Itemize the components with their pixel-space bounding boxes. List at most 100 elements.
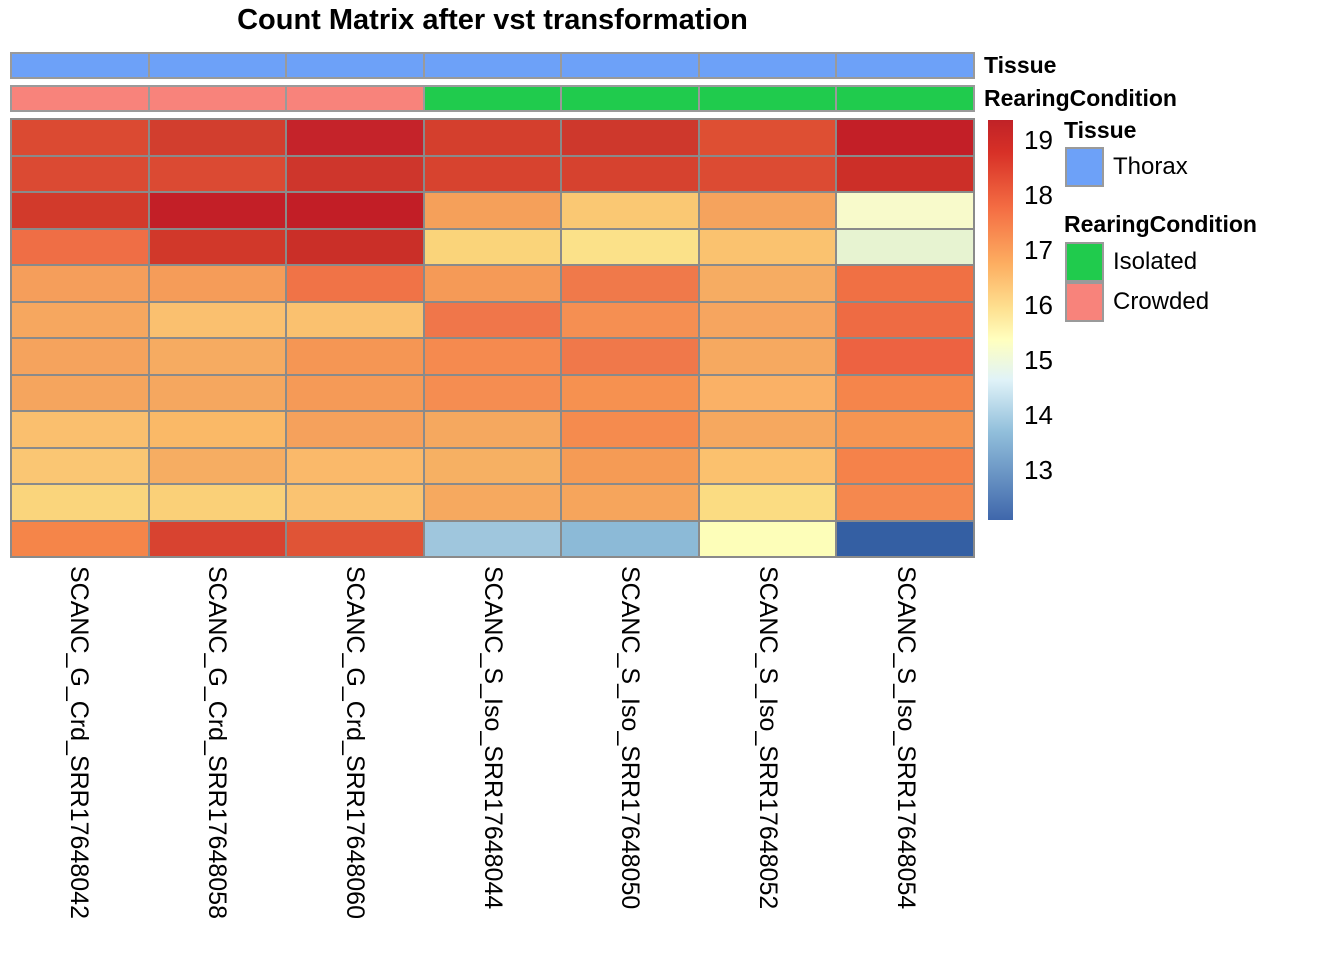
heatmap-cell (148, 520, 287, 557)
heatmap-cell (286, 301, 424, 338)
legend-rearing-swatch (1065, 242, 1104, 282)
heatmap-cell (11, 301, 149, 338)
heatmap-cell (11, 119, 149, 156)
heatmap-cell (423, 411, 562, 448)
heatmap-cell (836, 447, 974, 484)
legend-tissue-swatch (1065, 147, 1104, 187)
heatmap-cell (698, 338, 837, 375)
heatmap-cell (423, 228, 562, 265)
colorbar-tick-label: 18 (1024, 180, 1053, 210)
legend-rearing-swatch (1065, 282, 1104, 322)
annotation-tissue-cell (698, 53, 837, 78)
annotation-bar-tissue (10, 52, 975, 79)
heatmap-cell (698, 520, 837, 557)
heatmap-grid (10, 118, 975, 558)
legend-rearing-label: Isolated (1113, 248, 1198, 275)
legend-header-tissue: Tissue (1064, 117, 1137, 143)
heatmap-cell (561, 155, 699, 192)
heatmap-cell (423, 520, 562, 557)
annotation-rearing-cell (561, 86, 699, 111)
annotation-tissue-cell (148, 53, 287, 78)
heatmap-cell (148, 228, 287, 265)
annotation-rearing-cell (11, 86, 149, 111)
heatmap-cell (561, 338, 699, 375)
heatmap-cell (148, 374, 287, 411)
annotation-rearing-cell (836, 86, 975, 111)
heatmap-cell (698, 228, 837, 265)
heatmap-cell (561, 447, 699, 484)
colorbar-tick-label: 13 (1024, 455, 1053, 485)
heatmap-cell (286, 155, 424, 192)
heatmap-cell (698, 155, 837, 192)
annotation-tissue-cell (561, 53, 699, 78)
heatmap-cell (698, 192, 837, 229)
heatmap-cell (561, 192, 699, 229)
annotation-bar-rearing (10, 85, 975, 112)
heatmap-cell (286, 447, 424, 484)
heatmap-cell (423, 192, 562, 229)
heatmap-cell (11, 338, 149, 375)
annotation-tissue-cell (836, 53, 975, 78)
heatmap-cell (286, 520, 424, 557)
heatmap-cell (286, 411, 424, 448)
column-label: SCANC_S_Iso_SRR17648050 (616, 566, 645, 910)
colorbar-tick-label: 15 (1024, 345, 1053, 375)
heatmap-cell (698, 301, 837, 338)
colorbar-tick-label: 19 (1024, 125, 1053, 155)
column-label: SCANC_S_Iso_SRR17648054 (892, 566, 921, 910)
heatmap-cell (11, 155, 149, 192)
heatmap-cell (836, 265, 974, 302)
heatmap-cell (698, 447, 837, 484)
column-label: SCANC_S_Iso_SRR17648052 (754, 566, 783, 910)
heatmap-cell (836, 484, 974, 521)
colorbar-tick-label: 16 (1024, 290, 1053, 320)
annotation-bar-label-rearing: RearingCondition (984, 85, 1177, 111)
heatmap-cell (11, 265, 149, 302)
heatmap-cell (698, 119, 837, 156)
heatmap-cell (11, 447, 149, 484)
heatmap-cell (836, 301, 974, 338)
annotation-rearing-cell (698, 86, 837, 111)
heatmap-cell (11, 484, 149, 521)
column-label: SCANC_S_Iso_SRR17648044 (478, 566, 507, 910)
annotation-rearing-cell (286, 86, 424, 111)
heatmap-cell (423, 447, 562, 484)
legend-tissue-label: Thorax (1113, 153, 1188, 180)
heatmap-cell (286, 228, 424, 265)
heatmap-cell (561, 374, 699, 411)
colorbar-tick-label: 17 (1024, 235, 1053, 265)
heatmap-cell (148, 411, 287, 448)
heatmap-cell (423, 119, 562, 156)
heatmap-cell (148, 265, 287, 302)
heatmap-cell (286, 484, 424, 521)
annotation-tissue-cell (423, 53, 562, 78)
heatmap-cell (286, 374, 424, 411)
heatmap-cell (561, 265, 699, 302)
heatmap-cell (148, 301, 287, 338)
heatmap-cell (836, 119, 974, 156)
heatmap-cell (836, 411, 974, 448)
heatmap-cell (11, 411, 149, 448)
heatmap-cell (836, 228, 974, 265)
heatmap-cell (561, 520, 699, 557)
heatmap-cell (698, 411, 837, 448)
heatmap-cell (148, 155, 287, 192)
heatmap-cell (698, 265, 837, 302)
annotation-tissue-cell (11, 53, 149, 78)
heatmap-cell (286, 338, 424, 375)
heatmap-cell (423, 265, 562, 302)
heatmap-cell (423, 301, 562, 338)
heatmap-cell (698, 484, 837, 521)
heatmap-cell (148, 119, 287, 156)
heatmap-cell (561, 484, 699, 521)
heatmap-cell (148, 484, 287, 521)
heatmap-cell (836, 520, 974, 557)
heatmap-cell (286, 192, 424, 229)
colorbar-tick-label: 14 (1024, 400, 1053, 430)
heatmap-cell (148, 192, 287, 229)
heatmap-cell (561, 411, 699, 448)
chart-title: Count Matrix after vst transformation (237, 4, 748, 36)
heatmap-cell (836, 374, 974, 411)
heatmap-cell (561, 119, 699, 156)
heatmap-cell (286, 265, 424, 302)
